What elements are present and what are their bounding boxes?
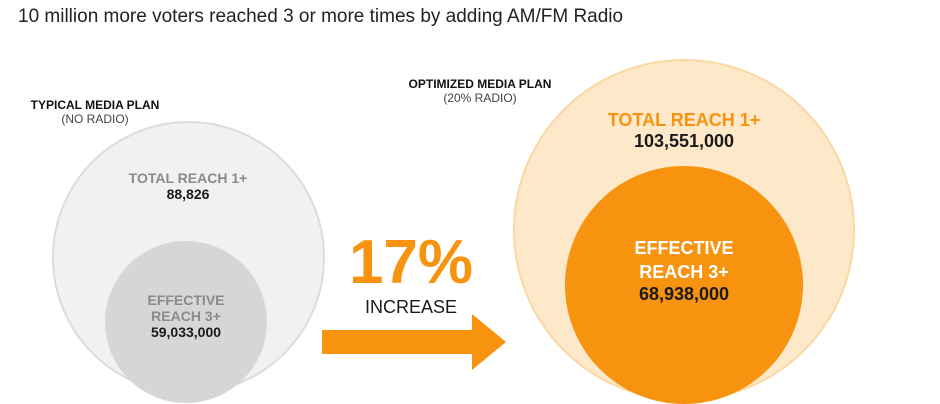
right-arrow-icon: [322, 314, 506, 370]
optimized-effective-reach-value: 68,938,000: [638, 284, 730, 304]
optimized-effective-reach: EFFECTIVE REACH 3+ 68,938,000: [584, 236, 784, 305]
optimized-total-reach-value: 103,551,000: [633, 131, 735, 151]
increase-label: INCREASE: [364, 297, 458, 317]
optimized-total-reach: TOTAL REACH 1+ 103,551,000: [584, 110, 784, 152]
optimized-effective-reach-label-1: EFFECTIVE: [634, 238, 734, 258]
typical-effective-reach-value: 59,033,000: [150, 324, 222, 340]
typical-total-reach-label: TOTAL REACH 1+: [128, 170, 248, 186]
typical-effective-reach: EFFECTIVE REACH 3+ 59,033,000: [86, 292, 286, 340]
optimized-plan-header: OPTIMIZED MEDIA PLAN (20% RADIO): [395, 77, 565, 105]
typical-plan-subtitle: (NO RADIO): [61, 112, 129, 126]
arrow-shape: [322, 314, 506, 370]
headline: 10 million more voters reached 3 or more…: [18, 6, 624, 27]
optimized-effective-reach-circle: [565, 166, 803, 404]
typical-effective-reach-label-2: REACH 3+: [151, 308, 221, 324]
optimized-total-reach-label: TOTAL REACH 1+: [607, 110, 761, 130]
optimized-plan-subtitle: (20% RADIO): [443, 91, 517, 105]
increase-percent: 17%: [348, 228, 474, 297]
optimized-effective-reach-label-2: REACH 3+: [639, 262, 729, 282]
typical-total-reach-value: 88,826: [166, 186, 210, 202]
typical-plan-header: TYPICAL MEDIA PLAN (NO RADIO): [20, 98, 170, 126]
typical-plan-title: TYPICAL MEDIA PLAN: [30, 98, 160, 112]
optimized-plan-title: OPTIMIZED MEDIA PLAN: [408, 77, 552, 91]
typical-effective-reach-label-1: EFFECTIVE: [147, 292, 225, 308]
typical-total-reach: TOTAL REACH 1+ 88,826: [88, 170, 288, 202]
typical-effective-reach-circle: [105, 241, 267, 403]
